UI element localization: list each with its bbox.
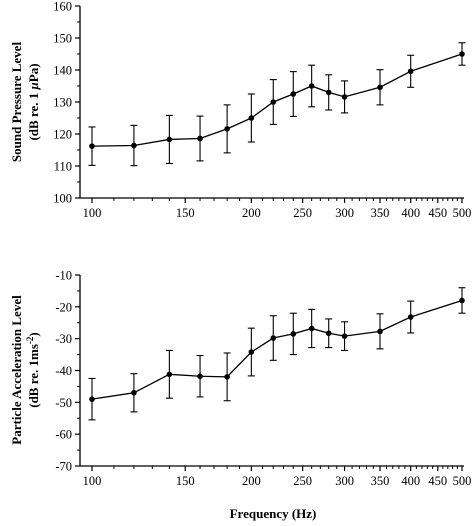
data-point [131, 142, 137, 149]
data-point [166, 136, 173, 143]
x-tick-label: 250 [293, 206, 312, 220]
data-point [407, 314, 414, 320]
x-tick-label: 450 [428, 206, 447, 220]
data-point [341, 94, 348, 100]
y-axis-unit-particle-acceleration: (dB re. 1ms-2) [25, 332, 41, 408]
data-point [459, 51, 465, 57]
y-axis-unit-sound-pressure: (dB re. 1 μPa) [26, 63, 41, 140]
y-tick-label: -10 [55, 269, 72, 283]
y-tick-label: 130 [53, 96, 72, 110]
data-point [290, 91, 297, 97]
data-point [197, 135, 203, 142]
y-tick-label: -70 [55, 460, 72, 474]
x-tick-label: 350 [371, 206, 390, 220]
y-tick-label: 120 [53, 128, 72, 142]
x-axis-label: Frequency (Hz) [230, 506, 317, 521]
x-tick-label: 200 [242, 474, 261, 488]
x-tick-label: 300 [335, 206, 354, 220]
x-tick-label: 150 [176, 474, 195, 488]
data-point [224, 126, 230, 132]
x-tick-label: 450 [428, 474, 447, 488]
data-point [407, 68, 414, 75]
data-point [325, 89, 332, 96]
y-tick-label: -50 [55, 396, 72, 410]
particle-acceleration-panel: -70 -60 -50 -40 -30 -20 -10 100 150 200 250 300 350 4… [55, 269, 471, 489]
sound-pressure-panel: 100 110 120 130 140 150 160 100 150 200 250 300 350 4… [53, 0, 471, 220]
x-tick-label: 250 [293, 474, 312, 488]
y-axis-label-sound-pressure: Sound Pressure Level [9, 42, 24, 163]
data-point [325, 330, 332, 337]
data-point [377, 328, 383, 335]
data-point [197, 373, 203, 380]
y-tick-label: -30 [55, 332, 72, 346]
y-tick-label: 100 [53, 192, 72, 206]
x-tick-label: 500 [453, 206, 472, 220]
data-point [308, 83, 315, 89]
data-point [166, 371, 173, 378]
x-tick-label: 200 [242, 206, 261, 220]
y-axis-label-particle-acceleration: Particle Acceleration Level [9, 295, 24, 445]
data-point [270, 99, 277, 105]
y-tick-label: -20 [55, 300, 72, 314]
y-tick-label: 160 [53, 0, 72, 14]
series-line [91, 53, 463, 147]
y-tick-label: 110 [54, 160, 72, 174]
data-point [308, 325, 315, 332]
x-tick-label: 300 [335, 474, 354, 488]
x-tick-label: 100 [83, 206, 102, 220]
data-point [248, 349, 255, 355]
x-tick-label: 400 [401, 206, 420, 220]
y-tick-label: 140 [53, 64, 72, 78]
x-tick-label: 350 [371, 474, 390, 488]
y-tick-label: 150 [53, 32, 72, 46]
data-point [248, 115, 255, 121]
data-point [459, 297, 465, 304]
data-point [341, 333, 348, 339]
data-point [290, 331, 297, 337]
data-point [270, 335, 277, 341]
x-tick-label: 500 [453, 474, 472, 488]
x-tick-label: 100 [83, 474, 102, 488]
data-point [224, 374, 230, 380]
data-point [131, 389, 137, 396]
x-tick-label: 150 [176, 206, 195, 220]
y-tick-label: -60 [55, 428, 72, 442]
data-point [377, 84, 383, 91]
x-tick-label: 400 [401, 474, 420, 488]
data-point [89, 396, 95, 402]
y-tick-label: -40 [55, 364, 72, 378]
series-line [91, 299, 463, 400]
data-point [89, 143, 95, 149]
